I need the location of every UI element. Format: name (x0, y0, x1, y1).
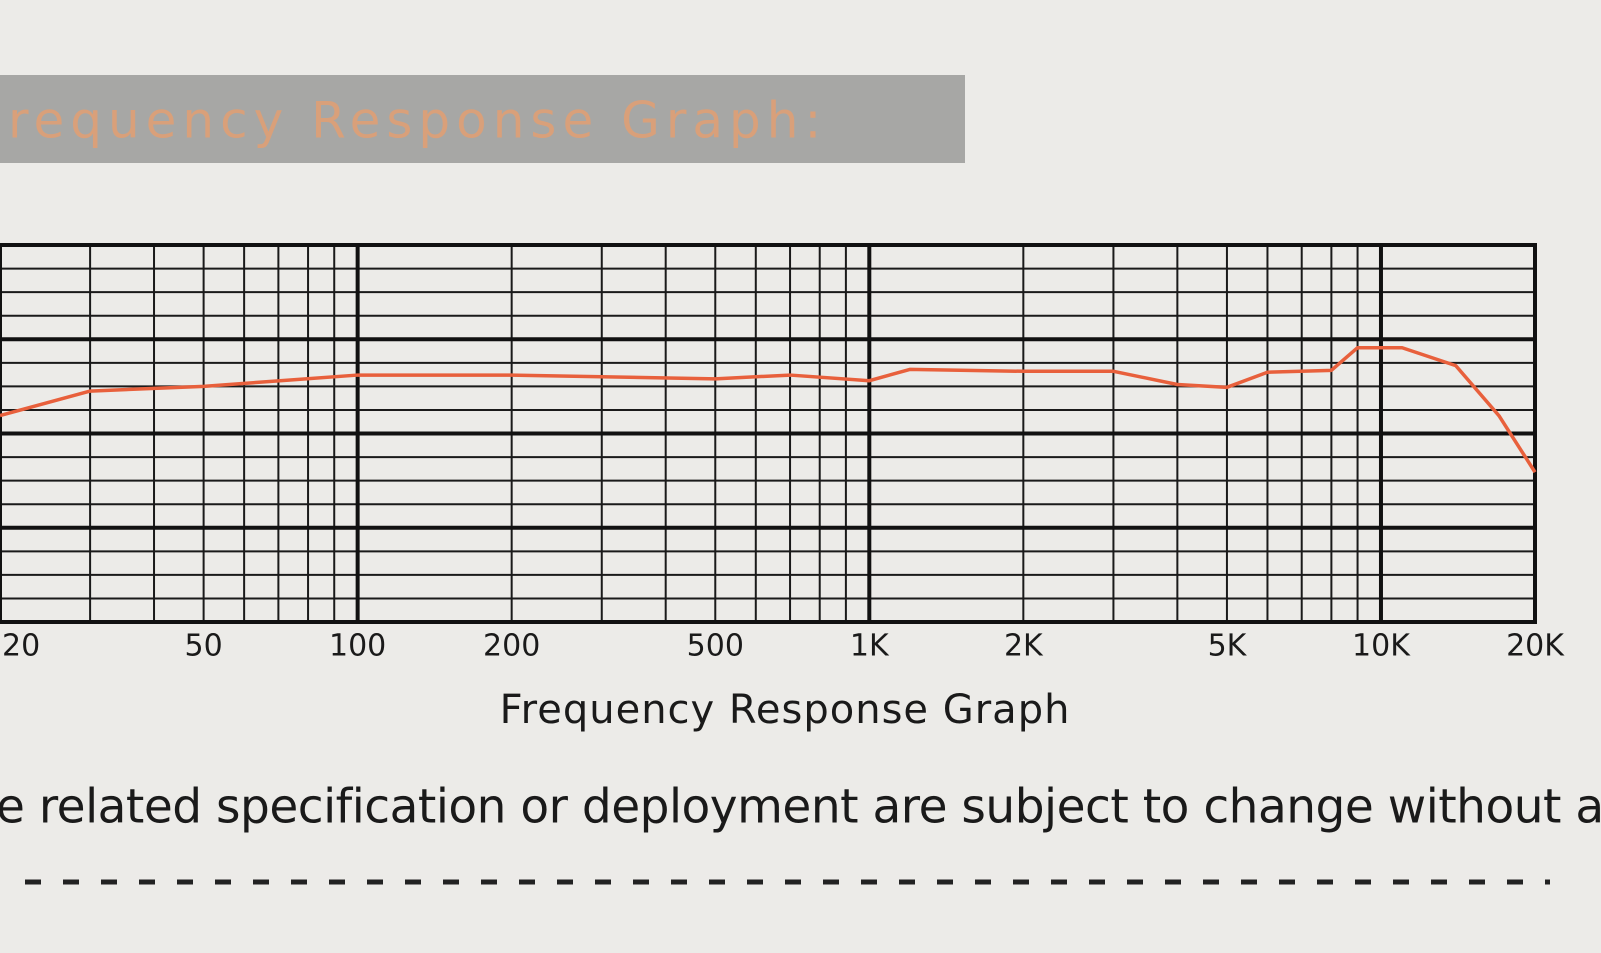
plot-border (0, 243, 1537, 624)
x-tick-label: 10K (1352, 629, 1411, 664)
x-tick-label: 100 (329, 629, 386, 664)
x-tick-label: 200 (483, 629, 540, 664)
x-tick-label: 20K (1506, 629, 1565, 664)
x-tick-label: 50 (185, 629, 223, 664)
x-tick-label: 20 (2, 629, 40, 664)
footnote: e related specification or deployment ar… (0, 780, 1601, 835)
x-tick-label: 500 (687, 629, 744, 664)
x-tick-label: 5K (1208, 629, 1248, 664)
x-tick-label: 2K (1004, 629, 1044, 664)
x-axis-label: Frequency Response Graph (500, 687, 1071, 733)
response-curve (0, 345, 1537, 474)
title-banner (0, 75, 965, 163)
x-tick-label: 1K (850, 629, 890, 664)
chart-title: requency Response Graph: (8, 92, 827, 150)
